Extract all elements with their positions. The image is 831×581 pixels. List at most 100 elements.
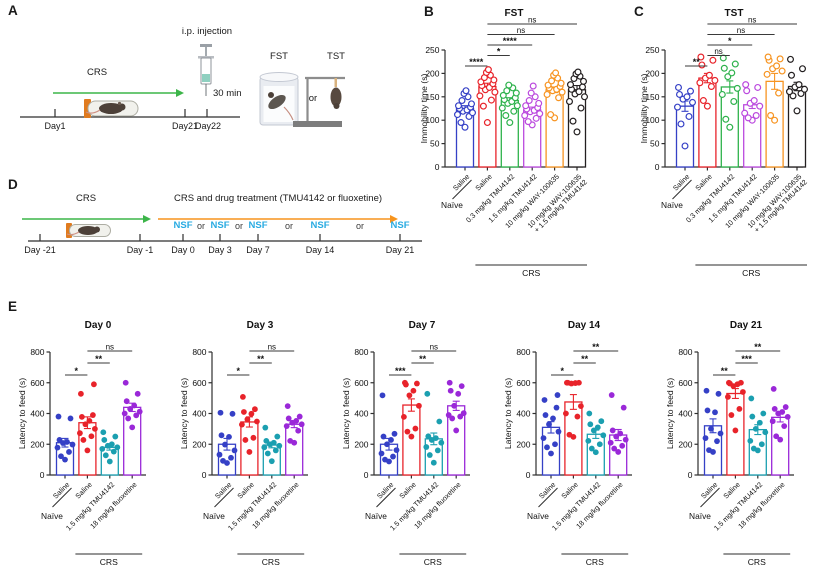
- significance-label: ***: [395, 366, 406, 376]
- data-point: [240, 393, 246, 400]
- y-tick-label: 0: [202, 470, 207, 480]
- data-point: [764, 53, 772, 61]
- significance-label: **: [693, 57, 701, 67]
- data-point: [703, 102, 711, 110]
- delay-label: 30 min: [213, 88, 242, 99]
- data-point: [506, 119, 514, 127]
- data-point: [615, 449, 622, 455]
- y-tick-label: 400: [678, 409, 692, 419]
- data-point: [67, 415, 74, 422]
- y-tick-label: 800: [192, 347, 206, 357]
- data-point: [773, 62, 781, 70]
- data-point: [600, 432, 607, 439]
- significance-label: ns: [430, 343, 438, 352]
- data-point: [799, 65, 807, 73]
- chart-title: Day 14: [568, 320, 601, 331]
- significance-label: *: [74, 366, 78, 376]
- data-point: [77, 430, 83, 437]
- data-point: [285, 415, 292, 422]
- data-point: [557, 79, 565, 87]
- data-point: [529, 82, 537, 90]
- data-point: [728, 69, 736, 77]
- data-point: [548, 450, 554, 457]
- y-tick-label: 600: [30, 378, 44, 388]
- data-point: [784, 413, 791, 420]
- group-crs-label: CRS: [586, 557, 604, 567]
- data-point: [226, 433, 232, 440]
- data-point: [92, 425, 98, 432]
- data-point: [579, 83, 587, 91]
- data-point: [391, 430, 398, 437]
- data-point: [242, 437, 249, 443]
- data-point: [574, 68, 582, 76]
- panel-d-label: D: [8, 177, 18, 192]
- data-point: [747, 437, 754, 444]
- naive-underline: [672, 179, 692, 200]
- data-point: [434, 447, 441, 454]
- significance-label: *: [560, 366, 564, 376]
- data-point: [712, 409, 718, 416]
- data-point: [611, 445, 618, 452]
- data-point: [216, 451, 223, 458]
- data-point: [133, 412, 140, 419]
- data-point: [567, 81, 575, 89]
- data-point: [779, 409, 786, 415]
- group-naive-label: Naïve: [441, 200, 463, 210]
- significance-label: **: [257, 354, 265, 364]
- day-tick-label: Day 7: [246, 245, 270, 255]
- data-point: [767, 112, 775, 120]
- y-tick-label: 100: [645, 115, 659, 125]
- data-point: [744, 114, 752, 122]
- data-point: [778, 67, 786, 75]
- x-tick-label: Saline: [451, 172, 471, 192]
- data-point: [704, 407, 711, 414]
- bar: [240, 421, 259, 476]
- data-point: [134, 390, 141, 397]
- or-label: or: [196, 221, 206, 231]
- group-naive-label: Naïve: [365, 511, 387, 521]
- data-point: [763, 70, 771, 78]
- data-point: [425, 433, 432, 440]
- data-point: [379, 392, 386, 399]
- data-point: [681, 142, 689, 150]
- data-point: [108, 441, 115, 448]
- data-point: [69, 441, 76, 448]
- data-point: [490, 76, 498, 84]
- y-axis-label: Latency to feed (s): [665, 378, 675, 449]
- data-point: [512, 89, 520, 97]
- data-point: [580, 77, 588, 85]
- crs-label: CRS: [86, 67, 108, 78]
- day-tick-label: Day 3: [208, 245, 232, 255]
- y-tick-label: 200: [354, 439, 368, 449]
- data-point: [725, 393, 731, 400]
- data-point: [756, 102, 764, 110]
- x-tick-label: Saline: [537, 480, 557, 500]
- data-point: [498, 104, 506, 112]
- x-tick-label: Saline: [671, 172, 691, 192]
- data-point: [544, 444, 550, 451]
- data-point: [548, 77, 556, 85]
- chart-title: Day 21: [730, 320, 763, 331]
- data-point: [58, 453, 64, 460]
- x-tick-label: Saline: [235, 480, 255, 500]
- y-tick-label: 150: [645, 92, 659, 102]
- data-point: [720, 64, 728, 72]
- bar: [545, 89, 564, 168]
- bar: [698, 77, 717, 168]
- data-point: [702, 435, 709, 441]
- data-point: [453, 427, 460, 434]
- data-point: [451, 402, 458, 409]
- data-point: [453, 111, 461, 119]
- data-point: [552, 441, 558, 448]
- data-point: [274, 433, 281, 440]
- chart-nsf-day-3: Day 3 Latency to feed (s) 0 200 400 600 800 Sal…: [178, 302, 338, 579]
- data-point: [127, 405, 134, 412]
- data-point: [686, 87, 694, 95]
- data-point: [675, 90, 683, 98]
- data-point: [393, 447, 400, 453]
- data-point: [685, 112, 693, 120]
- chart-title: Day 3: [247, 320, 274, 331]
- fst-label: FST: [270, 51, 288, 62]
- data-point: [408, 433, 415, 440]
